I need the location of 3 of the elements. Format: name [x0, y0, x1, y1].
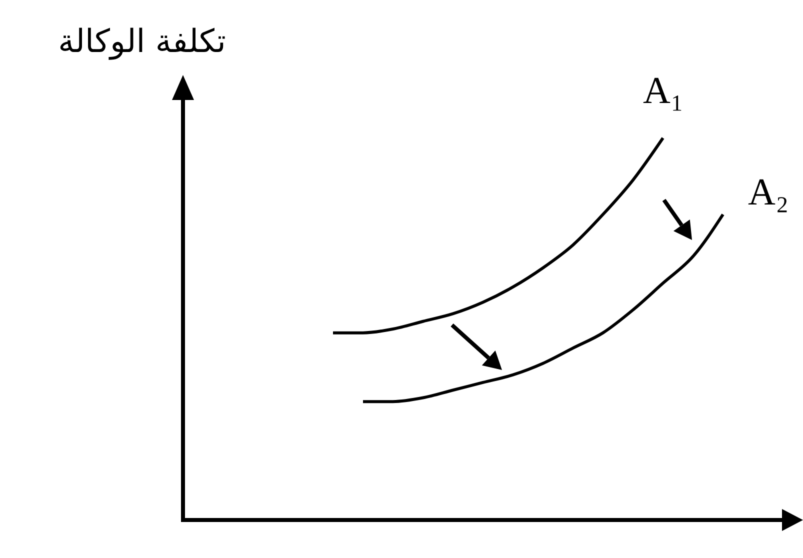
legend-label: A₂: [748, 171, 789, 214]
series-label: A₁: [643, 70, 684, 112]
y-axis-title: تكلفة الوكالة: [58, 22, 226, 60]
